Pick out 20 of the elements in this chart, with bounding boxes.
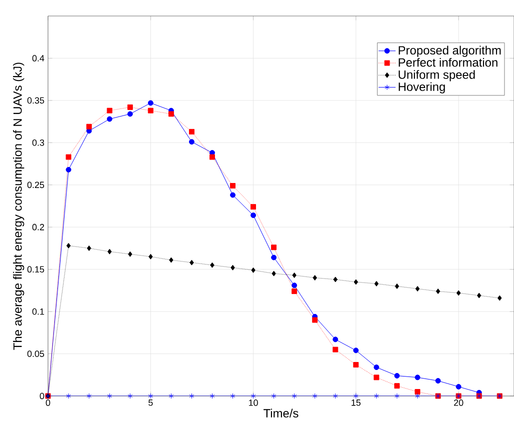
y-tick-label: 0.05 <box>27 350 44 357</box>
y-tick-label: 0.2 <box>32 224 44 230</box>
x-axis-title: Time/s <box>264 408 298 418</box>
y-tick-label: 0.1 <box>32 308 44 315</box>
y-tick-label: 0 <box>40 392 44 400</box>
y-tick-label: 0.3 <box>32 139 44 146</box>
y-tick-label: 0.15 <box>27 266 44 273</box>
legend-label: Hovering <box>398 82 445 94</box>
y-tick-label: 0.4 <box>32 55 44 62</box>
y-axis-title: The average flight energy consumption of N UAVs (kJ) <box>13 62 24 350</box>
x-tick-label: 15 <box>352 400 361 406</box>
x-tick-label: 10 <box>248 400 258 406</box>
legend-label: Proposed algorithm <box>398 46 501 57</box>
x-tick-label: 5 <box>148 400 153 406</box>
x-tick-label: 20 <box>454 400 464 406</box>
legend-label: Perfect information <box>398 58 498 67</box>
legend-label: Uniform speed <box>398 70 475 82</box>
y-tick-label: 0.25 <box>27 182 44 188</box>
y-tick-label: 0.35 <box>27 97 44 104</box>
x-tick-label: 0 <box>46 400 50 406</box>
